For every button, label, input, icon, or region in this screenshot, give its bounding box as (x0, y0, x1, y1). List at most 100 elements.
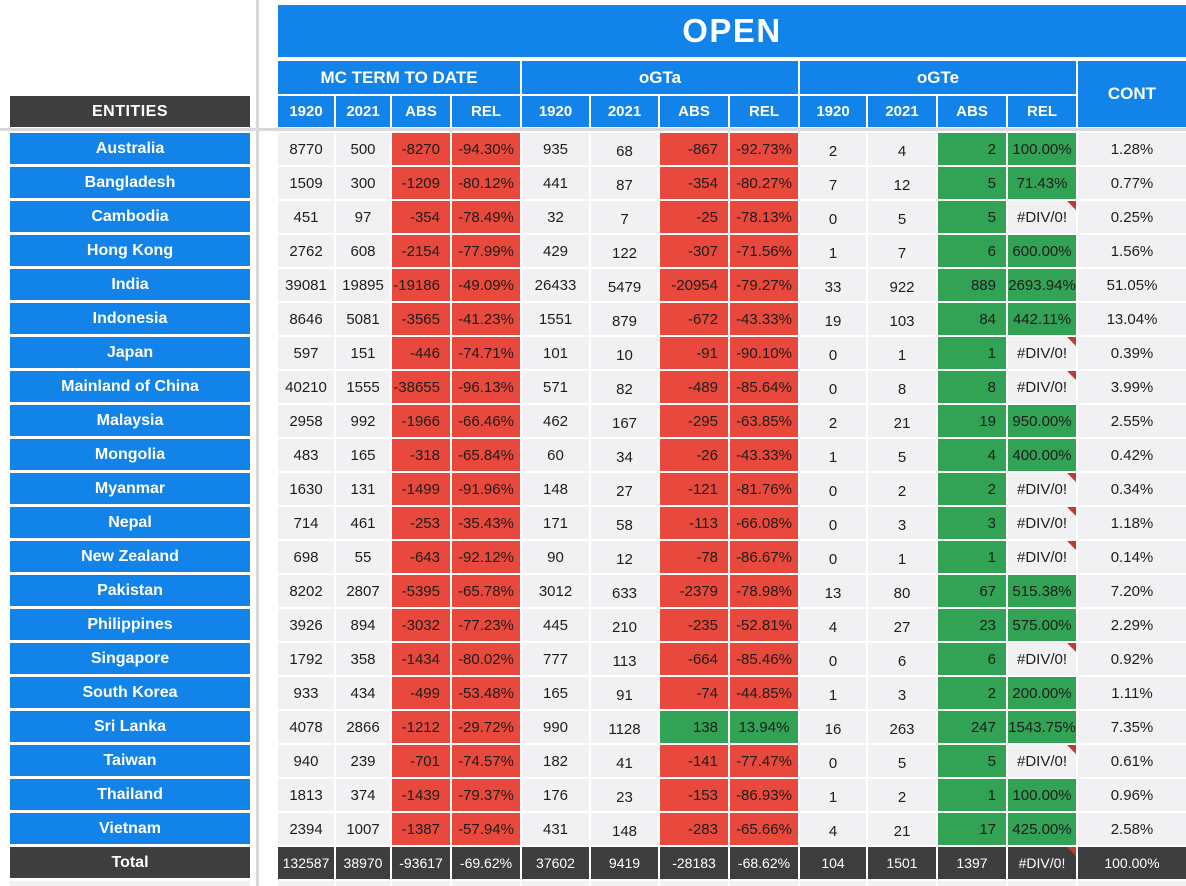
data-cell[interactable]: -41.23% (452, 303, 520, 335)
data-cell[interactable]: 182 (522, 745, 589, 777)
data-cell[interactable]: 4 (938, 439, 1006, 471)
data-cell[interactable]: -79.27% (730, 269, 798, 301)
error-cell[interactable]: #DIV/0! (1008, 473, 1076, 505)
data-cell[interactable]: 58 (591, 507, 658, 539)
data-cell[interactable]: 1 (938, 779, 1006, 811)
data-cell[interactable]: 2394 (278, 813, 334, 845)
data-cell[interactable]: 0.34% (1078, 473, 1186, 505)
data-cell[interactable]: -446 (392, 337, 450, 369)
data-cell[interactable]: -91.96% (452, 473, 520, 505)
data-cell[interactable]: -65.78% (452, 575, 520, 607)
data-cell[interactable]: 8 (938, 371, 1006, 403)
data-cell[interactable]: 1128 (591, 711, 658, 743)
data-cell[interactable]: 37602 (522, 847, 589, 879)
data-cell[interactable]: 4078 (278, 711, 334, 743)
error-cell[interactable]: #DIV/0! (1008, 507, 1076, 539)
data-cell[interactable]: 1 (800, 779, 866, 811)
data-cell[interactable]: -94.30% (452, 133, 520, 165)
data-cell[interactable]: 1397 (938, 847, 1006, 879)
data-cell[interactable]: -93617 (392, 847, 450, 879)
data-cell[interactable]: -489 (660, 371, 728, 403)
entity-cell[interactable]: Mongolia (10, 439, 250, 470)
data-cell[interactable]: 6 (938, 643, 1006, 675)
entity-cell[interactable]: Malaysia (10, 405, 250, 436)
data-cell[interactable]: 575.00% (1008, 609, 1076, 641)
data-cell[interactable]: -318 (392, 439, 450, 471)
data-cell[interactable]: 210 (591, 609, 658, 641)
entity-cell[interactable]: Pakistan (10, 575, 250, 606)
data-cell[interactable]: 1 (868, 337, 936, 369)
column-header-2021-0[interactable]: 2021 (336, 96, 390, 127)
data-cell[interactable]: -283 (660, 813, 728, 845)
data-cell[interactable]: -307 (660, 235, 728, 267)
error-cell[interactable]: #DIV/0! (1008, 337, 1076, 369)
data-cell[interactable]: 633 (591, 575, 658, 607)
data-cell[interactable]: 0 (800, 507, 866, 539)
column-header-abs-2[interactable]: ABS (938, 96, 1006, 127)
column-header-1920-0[interactable]: 1920 (278, 96, 334, 127)
entity-cell[interactable]: Australia (10, 133, 250, 164)
data-cell[interactable]: 1501 (868, 847, 936, 879)
data-cell[interactable]: -86.93% (730, 779, 798, 811)
column-header-1920-1[interactable]: 1920 (522, 96, 589, 127)
data-cell[interactable]: -78.13% (730, 201, 798, 233)
data-cell[interactable]: 300 (336, 167, 390, 199)
data-cell[interactable]: 990 (522, 711, 589, 743)
data-cell[interactable]: 0.14% (1078, 541, 1186, 573)
data-cell[interactable]: -80.12% (452, 167, 520, 199)
data-cell[interactable]: -65.66% (730, 813, 798, 845)
data-cell[interactable]: -121 (660, 473, 728, 505)
data-cell[interactable]: -1434 (392, 643, 450, 675)
data-cell[interactable]: 0.61% (1078, 745, 1186, 777)
entities-column-header[interactable]: ENTITIES (10, 96, 250, 127)
data-cell[interactable]: 200.00% (1008, 677, 1076, 709)
data-cell[interactable]: 148 (522, 473, 589, 505)
entity-cell[interactable]: Sri Lanka (10, 711, 250, 742)
data-cell[interactable]: 1007 (336, 813, 390, 845)
data-cell[interactable]: 51.05% (1078, 269, 1186, 301)
data-cell[interactable]: -2379 (660, 575, 728, 607)
data-cell[interactable]: -78.49% (452, 201, 520, 233)
data-cell[interactable]: -65.84% (452, 439, 520, 471)
entity-cell[interactable]: Hong Kong (10, 235, 250, 266)
data-cell[interactable]: 2762 (278, 235, 334, 267)
column-header-abs-0[interactable]: ABS (392, 96, 450, 127)
data-cell[interactable]: -35.43% (452, 507, 520, 539)
entity-cell[interactable]: Vietnam (10, 813, 250, 844)
data-cell[interactable]: 1.18% (1078, 507, 1186, 539)
data-cell[interactable]: 113 (591, 643, 658, 675)
data-cell[interactable]: -81.76% (730, 473, 798, 505)
data-cell[interactable]: -52.81% (730, 609, 798, 641)
data-cell[interactable]: 21 (868, 813, 936, 845)
data-cell[interactable]: -1212 (392, 711, 450, 743)
data-cell[interactable]: 71.43% (1008, 167, 1076, 199)
data-cell[interactable]: -701 (392, 745, 450, 777)
data-cell[interactable]: 0.42% (1078, 439, 1186, 471)
data-cell[interactable]: -643 (392, 541, 450, 573)
group-header-ogta[interactable]: oGTa (522, 61, 798, 94)
data-cell[interactable]: -25 (660, 201, 728, 233)
data-cell[interactable]: 3 (868, 677, 936, 709)
error-cell[interactable]: #DIV/0! (1008, 541, 1076, 573)
error-cell[interactable]: #DIV/0! (1008, 643, 1076, 675)
data-cell[interactable]: -78.98% (730, 575, 798, 607)
data-cell[interactable]: 0 (800, 473, 866, 505)
data-cell[interactable]: -80.27% (730, 167, 798, 199)
data-cell[interactable]: -53.48% (452, 677, 520, 709)
data-cell[interactable]: 8 (868, 371, 936, 403)
data-cell[interactable]: 3.99% (1078, 371, 1186, 403)
data-cell[interactable]: -74 (660, 677, 728, 709)
data-cell[interactable]: 1509 (278, 167, 334, 199)
data-cell[interactable]: -57.94% (452, 813, 520, 845)
data-cell[interactable]: 1543.75% (1008, 711, 1076, 743)
data-cell[interactable]: 5479 (591, 269, 658, 301)
data-cell[interactable]: -90.10% (730, 337, 798, 369)
data-cell[interactable]: -77.47% (730, 745, 798, 777)
data-cell[interactable]: 100.00% (1078, 847, 1186, 879)
data-cell[interactable]: 461 (336, 507, 390, 539)
data-cell[interactable]: 131 (336, 473, 390, 505)
data-cell[interactable]: 167 (591, 405, 658, 437)
data-cell[interactable]: 1630 (278, 473, 334, 505)
data-cell[interactable]: 165 (336, 439, 390, 471)
data-cell[interactable]: 2807 (336, 575, 390, 607)
